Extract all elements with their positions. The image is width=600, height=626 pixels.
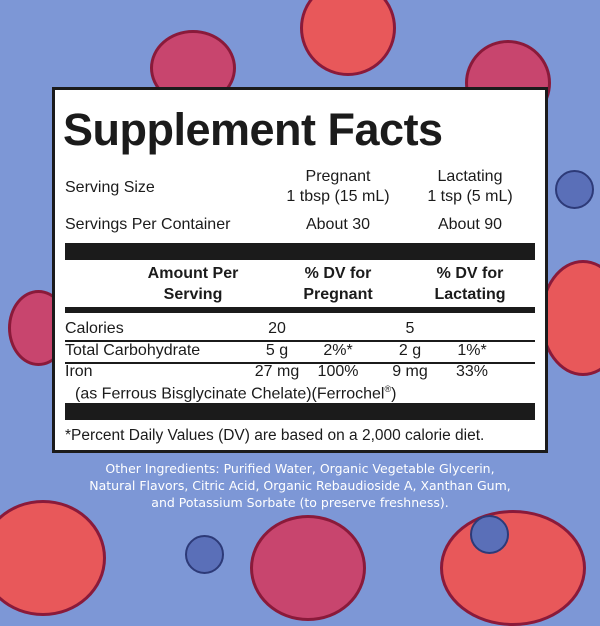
row-divider (65, 362, 535, 364)
row-lactating-amount: 9 mg (392, 363, 428, 380)
blueberry-illustration (555, 170, 594, 209)
iron-source: (as Ferrous Bisglycinate Chelate)(Ferroc… (75, 384, 396, 403)
divider-bar (65, 307, 535, 313)
divider-bar (65, 403, 535, 420)
strawberry-illustration (540, 260, 600, 376)
servings-per-container-label: Servings Per Container (65, 216, 231, 233)
row-lactating-dv: 33% (455, 363, 489, 380)
strawberry-illustration (440, 510, 586, 626)
supplement-facts-panel: Supplement Facts Serving Size Pregnant 1… (52, 87, 548, 453)
footnote: *Percent Daily Values (DV) are based on … (65, 427, 485, 444)
row-lactating-amount: 2 g (398, 342, 422, 359)
iron-source-end: ) (391, 385, 397, 403)
row-divider (65, 340, 535, 342)
row-lactating-dv: 1%* (457, 342, 487, 359)
row-pregnant-dv: 100% (317, 363, 359, 380)
other-ingredients-line: and Potassium Sorbate (to preserve fresh… (151, 495, 449, 510)
strawberry-illustration (0, 500, 106, 616)
header-dv-lactating: % DV for Lactating (434, 263, 505, 305)
other-ingredients-line: Other Ingredients: Purified Water, Organ… (105, 461, 495, 476)
raspberry-illustration (250, 515, 366, 621)
row-name: Calories (65, 320, 124, 337)
header-dv-lactating-2: Lactating (434, 286, 506, 303)
serving-lactating-value: 1 tsp (5 mL) (427, 188, 513, 205)
row-pregnant-amount: 20 (268, 320, 286, 337)
servings-lactating: About 90 (437, 216, 503, 233)
other-ingredients-line: Natural Flavors, Citric Acid, Organic Re… (89, 478, 511, 493)
registered-mark: ® (384, 384, 392, 394)
row-lactating-amount: 5 (405, 320, 415, 337)
header-amount: Amount Per Serving (148, 263, 239, 305)
serving-lactating-group: Lactating (437, 168, 503, 185)
row-pregnant-amount: 5 g (265, 342, 289, 359)
row-name: Total Carbohydrate (65, 342, 201, 359)
divider-bar (65, 243, 535, 260)
other-ingredients: Other Ingredients: Purified Water, Organ… (0, 460, 600, 511)
serving-pregnant-value: 1 tbsp (15 mL) (286, 188, 390, 205)
blueberry-illustration (470, 515, 509, 554)
iron-source-text: (as Ferrous Bisglycinate Chelate)(Ferroc… (75, 385, 385, 403)
header-dv-pregnant-2: Pregnant (303, 286, 373, 303)
row-pregnant-dv: 2%* (323, 342, 353, 359)
header-dv-lactating-1: % DV for (436, 265, 504, 282)
header-amount-2: Serving (163, 286, 223, 303)
header-dv-pregnant-1: % DV for (304, 265, 372, 282)
serving-pregnant-group: Pregnant (305, 168, 371, 185)
row-pregnant-amount: 27 mg (254, 363, 300, 380)
row-name: Iron (65, 363, 93, 380)
servings-pregnant: About 30 (305, 216, 371, 233)
header-dv-pregnant: % DV for Pregnant (303, 263, 372, 305)
header-amount-1: Amount Per (147, 265, 239, 282)
panel-title: Supplement Facts (63, 104, 443, 155)
strawberry-illustration (300, 0, 396, 76)
blueberry-illustration (185, 535, 224, 574)
serving-size-label: Serving Size (65, 179, 155, 196)
